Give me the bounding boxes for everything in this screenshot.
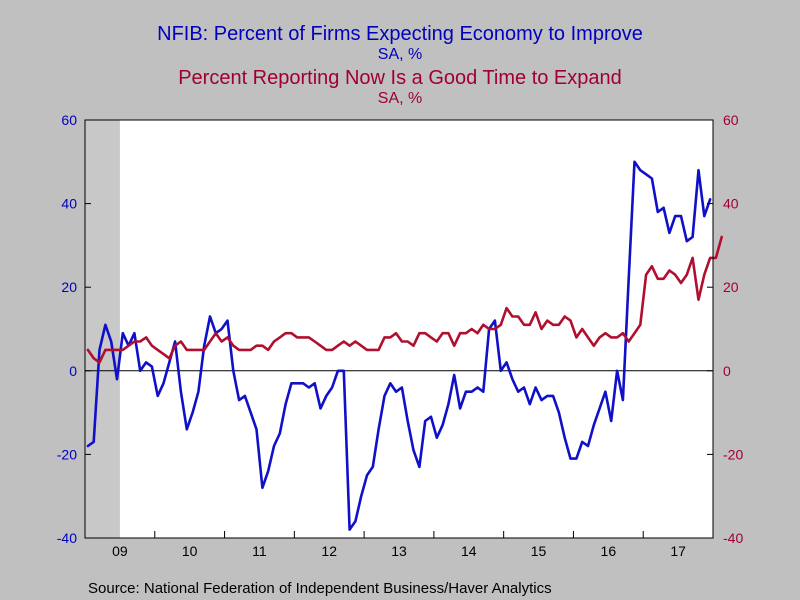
source-note: Source: National Federation of Independe… bbox=[88, 580, 552, 597]
recession-band bbox=[85, 120, 120, 538]
series-line-good-time-expand bbox=[86, 235, 724, 364]
left-y-axis: 60 40 20 0 -20 -40 bbox=[57, 112, 91, 546]
x-tick-label: 13 bbox=[391, 543, 407, 559]
left-y-tick-label: 20 bbox=[61, 279, 77, 295]
x-tick-label: 15 bbox=[531, 543, 547, 559]
left-y-tick-label: -20 bbox=[57, 446, 77, 462]
right-y-tick-label: 20 bbox=[723, 279, 739, 295]
left-y-tick-label: 60 bbox=[61, 112, 77, 128]
chart-subtitle: Percent Reporting Now Is a Good Time to … bbox=[178, 67, 622, 89]
right-y-tick-label: -20 bbox=[723, 446, 743, 462]
plot-border bbox=[84, 119, 714, 539]
series-line-economy-improve bbox=[86, 160, 712, 531]
right-y-tick-label: -40 bbox=[723, 530, 743, 546]
x-tick-label: 10 bbox=[182, 543, 198, 559]
right-y-axis: 60 40 20 0 -20 -40 bbox=[707, 112, 743, 546]
right-y-tick-label: 60 bbox=[723, 112, 739, 128]
chart-title: NFIB: Percent of Firms Expecting Economy… bbox=[157, 23, 643, 45]
x-tick-label: 11 bbox=[252, 543, 267, 559]
x-tick-label: 14 bbox=[461, 543, 477, 559]
right-y-tick-label: 40 bbox=[723, 196, 739, 212]
recession-shading bbox=[85, 120, 120, 538]
x-axis: 09 10 11 12 13 14 15 16 17 bbox=[112, 531, 686, 559]
left-y-tick-label: 40 bbox=[61, 196, 77, 212]
x-tick-label: 17 bbox=[670, 543, 686, 559]
x-tick-label: 09 bbox=[112, 543, 128, 559]
plot-area bbox=[85, 120, 713, 538]
right-y-tick-label: 0 bbox=[723, 363, 731, 379]
chart-title-units: SA, % bbox=[378, 46, 422, 63]
left-y-tick-label: 0 bbox=[69, 363, 77, 379]
x-tick-label: 16 bbox=[601, 543, 617, 559]
left-y-tick-label: -40 bbox=[57, 530, 77, 546]
series-layer bbox=[86, 160, 724, 531]
chart-subtitle-units: SA, % bbox=[378, 90, 422, 107]
x-tick-label: 12 bbox=[321, 543, 337, 559]
